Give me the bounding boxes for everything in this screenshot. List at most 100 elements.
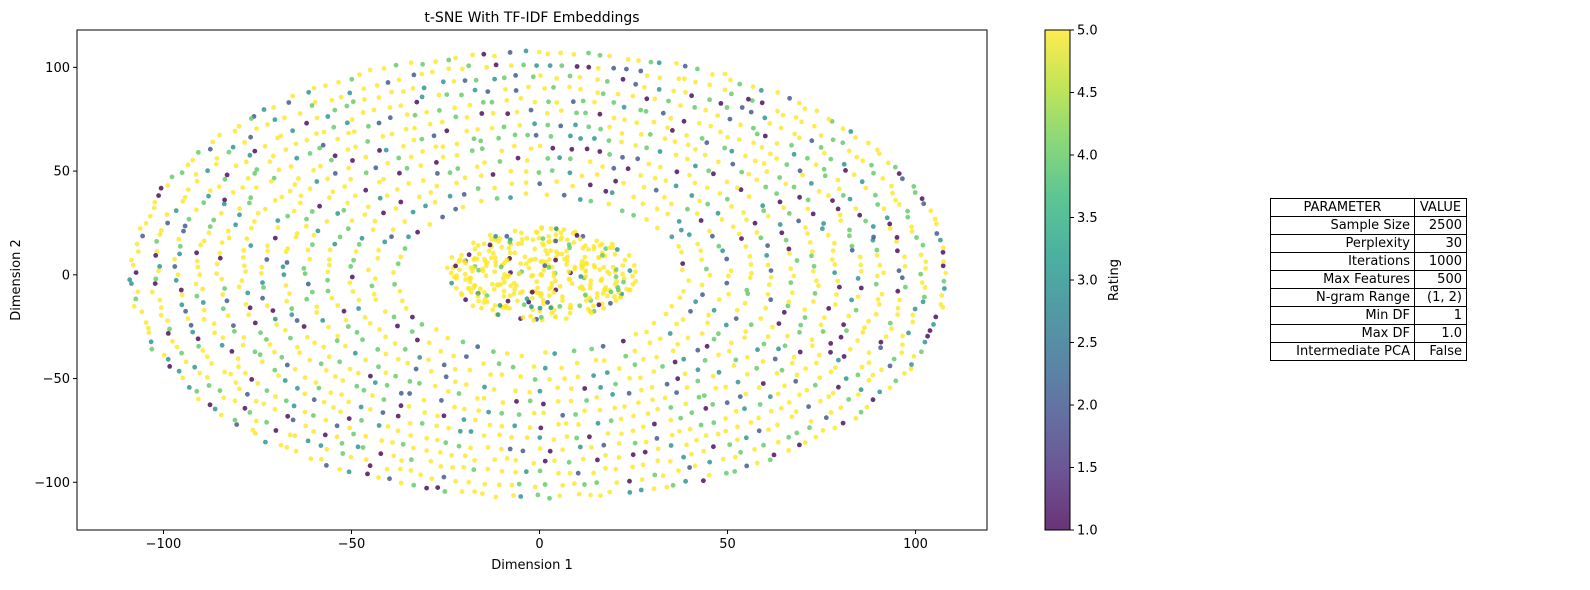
scatter-point xyxy=(711,307,717,313)
scatter-point xyxy=(265,248,271,254)
scatter-point xyxy=(693,79,698,85)
scatter-point xyxy=(582,243,588,249)
scatter-point xyxy=(309,289,315,295)
scatter-point xyxy=(633,81,639,87)
scatter-point xyxy=(583,274,589,279)
scatter-point xyxy=(540,258,545,264)
scatter-point xyxy=(724,105,730,110)
scatter-point xyxy=(557,283,563,289)
scatter-point xyxy=(551,437,557,443)
scatter-point xyxy=(398,103,404,109)
scatter-point xyxy=(607,53,612,59)
scatter-point xyxy=(796,218,801,224)
scatter-point xyxy=(687,426,693,432)
scatter-point xyxy=(847,227,852,233)
scatter-point xyxy=(475,396,480,401)
scatter-point xyxy=(588,198,594,204)
scatter-point xyxy=(466,252,472,258)
scatter-point xyxy=(218,210,224,216)
scatter-point xyxy=(497,159,503,164)
scatter-point xyxy=(745,291,751,297)
scatter-point xyxy=(139,309,145,315)
x-tick-label: 50 xyxy=(719,537,736,552)
scatter-point xyxy=(727,116,733,122)
scatter-point xyxy=(403,126,409,132)
scatter-point xyxy=(481,433,487,439)
scatter-point xyxy=(454,273,459,279)
scatter-point xyxy=(836,186,842,192)
scatter-point xyxy=(407,391,412,396)
scatter-point xyxy=(743,329,749,335)
scatter-point xyxy=(616,441,622,446)
scatter-point xyxy=(674,321,679,327)
scatter-point xyxy=(325,288,331,294)
scatter-point xyxy=(313,380,319,385)
scatter-point xyxy=(468,445,473,451)
scatter-point xyxy=(855,372,861,378)
scatter-point xyxy=(870,397,876,403)
scatter-point xyxy=(523,261,529,267)
scatter-point xyxy=(350,158,355,163)
scatter-point xyxy=(499,410,505,416)
scatter-point xyxy=(695,378,701,384)
scatter-point xyxy=(818,322,824,328)
scatter-point xyxy=(395,323,400,329)
scatter-point xyxy=(651,486,657,491)
scatter-point xyxy=(504,233,510,239)
scatter-point xyxy=(744,217,749,223)
scatter-point xyxy=(847,233,852,239)
scatter-point xyxy=(248,195,254,201)
scatter-point xyxy=(779,367,785,373)
scatter-point xyxy=(352,193,358,199)
scatter-point xyxy=(387,476,392,482)
scatter-point xyxy=(692,463,698,469)
scatter-point xyxy=(201,316,207,322)
scatter-point xyxy=(529,257,535,262)
scatter-point xyxy=(232,328,237,334)
scatter-point xyxy=(355,370,361,376)
scatter-point xyxy=(441,474,447,480)
scatter-point xyxy=(647,340,653,346)
scatter-point xyxy=(185,316,191,321)
scatter-point xyxy=(521,302,527,308)
scatter-point xyxy=(552,458,557,464)
scatter-point xyxy=(447,170,453,176)
scatter-point xyxy=(539,225,545,230)
scatter-point xyxy=(354,329,360,335)
scatter-point xyxy=(499,244,505,250)
scatter-point xyxy=(181,228,186,234)
scatter-point xyxy=(210,139,216,145)
scatter-point xyxy=(586,124,592,130)
scatter-point xyxy=(542,365,548,371)
scatter-point xyxy=(461,192,467,197)
scatter-point xyxy=(263,439,268,445)
scatter-point xyxy=(807,425,812,431)
scatter-point xyxy=(524,235,530,241)
scatter-point xyxy=(838,334,844,340)
scatter-point xyxy=(505,298,511,304)
scatter-point xyxy=(626,390,632,396)
scatter-point xyxy=(662,194,667,200)
scatter-point xyxy=(304,137,310,143)
scatter-point xyxy=(820,329,826,334)
scatter-point xyxy=(887,221,893,227)
scatter-point xyxy=(290,93,296,99)
scatter-point xyxy=(294,231,300,236)
scatter-point xyxy=(345,226,351,232)
scatter-point xyxy=(385,424,391,429)
scatter-point xyxy=(474,164,480,170)
scatter-point xyxy=(311,85,317,91)
scatter-point xyxy=(498,282,503,287)
scatter-point xyxy=(419,421,425,426)
scatter-point xyxy=(526,265,532,271)
scatter-point xyxy=(689,193,695,198)
scatter-point xyxy=(449,280,454,286)
scatter-point xyxy=(448,270,454,276)
scatter-point xyxy=(385,160,391,166)
scatter-point xyxy=(241,335,247,340)
scatter-point xyxy=(376,247,381,253)
scatter-point xyxy=(182,194,188,200)
scatter-point xyxy=(841,354,847,359)
scatter-point xyxy=(288,164,294,169)
scatter-point xyxy=(372,380,378,385)
